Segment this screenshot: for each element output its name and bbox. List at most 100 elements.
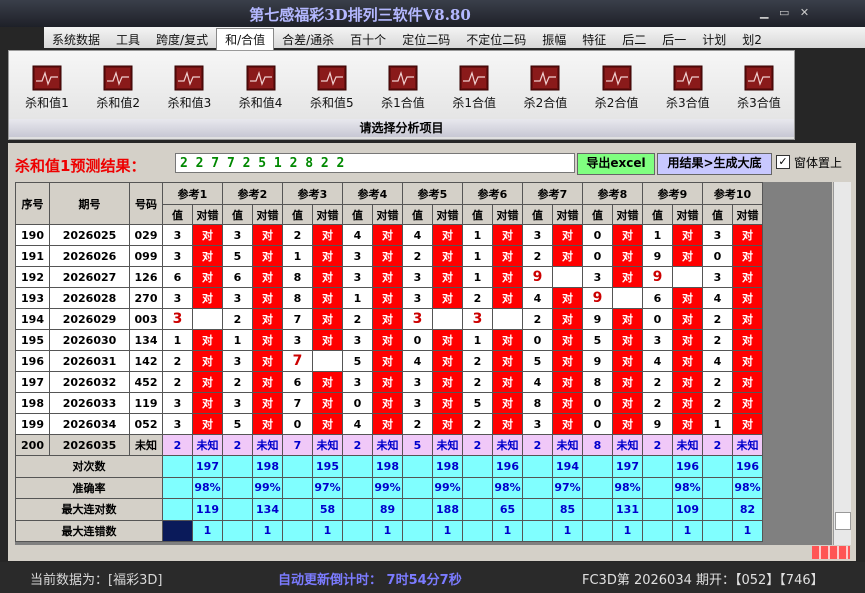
- result-cell: 对: [372, 308, 403, 330]
- summary-value: 194: [552, 455, 583, 478]
- summary-blank: [342, 455, 373, 478]
- row-cell: 2026029: [49, 308, 130, 330]
- value-cell: 4: [342, 224, 373, 246]
- value-cell: 2: [642, 434, 673, 456]
- tool-button[interactable]: 杀2合值: [584, 65, 650, 111]
- tool-button[interactable]: 杀1合值: [370, 65, 436, 111]
- result-cell: 对: [492, 392, 523, 414]
- result-cell: 对: [612, 266, 643, 288]
- tool-button[interactable]: 杀1合值: [441, 65, 507, 111]
- prediction-result[interactable]: 2 2 7 7 2 5 1 2 8 2 2: [175, 153, 575, 173]
- row-cell: 134: [129, 329, 163, 351]
- table-row: 198 2026033 119 3 对 3 对 7 对 0 对 3 对 5 对 8 对 0 对 2 对 2 对: [15, 392, 763, 414]
- row-cell: 200: [15, 434, 50, 456]
- value-cell: 6: [162, 266, 193, 288]
- menu-item[interactable]: 合差/通杀: [282, 33, 335, 47]
- scrollbar[interactable]: [833, 182, 851, 545]
- summary-blank: [162, 455, 193, 478]
- column-header: 序号: [15, 182, 50, 225]
- value-cell: 2: [642, 371, 673, 393]
- export-button[interactable]: 导出excel: [577, 153, 655, 175]
- row-cell: 2026034: [49, 413, 130, 435]
- tool-button[interactable]: 杀和值1: [14, 65, 80, 111]
- value-cell: 1: [642, 224, 673, 246]
- table-row: 192 2026027 126 6 对 6 对 8 对 3 对 3 对 1 对 9 3 对 9 3 对: [15, 266, 763, 288]
- row-cell: 194: [15, 308, 50, 330]
- result-cell: 对: [732, 371, 763, 393]
- summary-value: 98%: [492, 476, 523, 499]
- value-cell: 8: [282, 266, 313, 288]
- menu-item[interactable]: 振幅: [542, 33, 567, 47]
- tool-button[interactable]: 杀和值4: [228, 65, 294, 111]
- summary-value: 1: [312, 519, 343, 542]
- menu-item[interactable]: 后一: [662, 33, 687, 47]
- value-cell: 3: [342, 371, 373, 393]
- tool-button[interactable]: 杀和值2: [85, 65, 151, 111]
- indicator: [812, 546, 850, 559]
- row-cell: 119: [129, 392, 163, 414]
- tool-button-label: 杀和值4: [238, 96, 283, 110]
- result-cell: 对: [672, 287, 703, 309]
- tool-button[interactable]: 杀2合值: [512, 65, 578, 111]
- value-cell: 7: [282, 434, 313, 456]
- result-cell: 对: [252, 266, 283, 288]
- result-cell: 对: [312, 266, 343, 288]
- menu-item[interactable]: 定位二码: [402, 33, 451, 47]
- value-cell: 3: [402, 392, 433, 414]
- menu-item[interactable]: 系统数据: [52, 33, 101, 47]
- summary-value: 1: [612, 519, 643, 542]
- menu-item[interactable]: 计划: [702, 33, 727, 47]
- value-cell: 4: [402, 350, 433, 372]
- value-cell: 2: [462, 413, 493, 435]
- value-cell: 4: [522, 371, 553, 393]
- tool-button[interactable]: 杀和值3: [156, 65, 222, 111]
- value-cell: 0: [582, 413, 613, 435]
- summary-value: 99%: [372, 476, 403, 499]
- tool-button[interactable]: 杀和值5: [299, 65, 365, 111]
- result-cell: 对: [432, 224, 463, 246]
- summary-value: 1: [372, 519, 403, 542]
- menu-item[interactable]: 后二: [622, 33, 647, 47]
- row-cell: 099: [129, 245, 163, 267]
- tool-button[interactable]: 杀3合值: [726, 65, 792, 111]
- result-cell: 对: [252, 224, 283, 246]
- menu-item[interactable]: 不定位二码: [466, 33, 527, 47]
- window-controls[interactable]: ▁ ▭ ✕: [760, 6, 810, 19]
- menu-item[interactable]: 特征: [582, 33, 607, 47]
- summary-blank: [222, 498, 253, 521]
- sub-header: 对错: [672, 204, 703, 225]
- summary-blank: [582, 498, 613, 521]
- result-cell: 对: [252, 350, 283, 372]
- scroll-thumb[interactable]: [835, 512, 851, 530]
- value-cell: 8: [282, 287, 313, 309]
- value-cell: 0: [342, 392, 373, 414]
- value-cell: 5: [222, 413, 253, 435]
- result-cell: 对: [492, 287, 523, 309]
- topmost-checkbox[interactable]: ✓: [776, 155, 790, 169]
- summary-blank: [462, 498, 493, 521]
- summary-value: 97%: [312, 476, 343, 499]
- menu-item[interactable]: 划2: [742, 33, 762, 47]
- summary-label: 对次数: [15, 455, 163, 478]
- menu-item[interactable]: 百十个: [350, 33, 387, 47]
- summary-blank: [522, 476, 553, 499]
- row-cell: 126: [129, 266, 163, 288]
- sub-header: 对错: [372, 204, 403, 225]
- summary-value: 98%: [192, 476, 223, 499]
- tool-button-label: 杀和值5: [309, 96, 354, 110]
- group-header: 参考7: [522, 182, 583, 205]
- menu-item[interactable]: 和/合值: [216, 28, 275, 50]
- value-cell: 5: [582, 329, 613, 351]
- value-cell: 1: [162, 329, 193, 351]
- generate-button[interactable]: 用结果>生成大底: [657, 153, 772, 175]
- result-cell: 对: [372, 287, 403, 309]
- value-cell: 3: [162, 392, 193, 414]
- menu-item[interactable]: 工具: [116, 33, 141, 47]
- row-cell: 195: [15, 329, 50, 351]
- result-cell: 对: [492, 413, 523, 435]
- menu-item[interactable]: 跨度/复式: [156, 33, 209, 47]
- value-cell: 2: [462, 371, 493, 393]
- tool-button[interactable]: 杀3合值: [655, 65, 721, 111]
- row-cell: 270: [129, 287, 163, 309]
- result-cell: 对: [672, 224, 703, 246]
